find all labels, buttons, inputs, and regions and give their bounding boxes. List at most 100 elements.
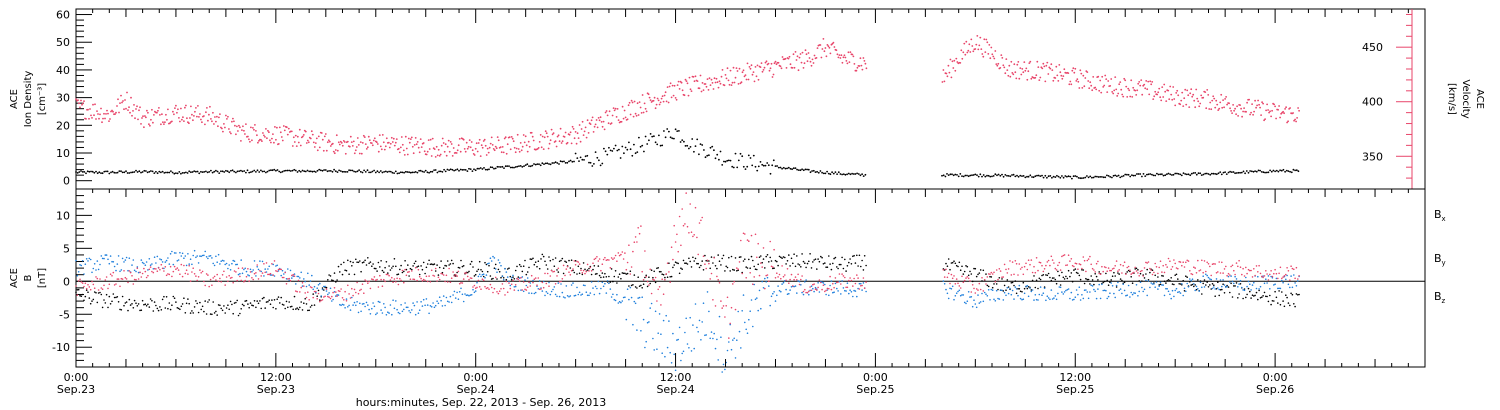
by-point <box>846 282 849 285</box>
velocity-point <box>1152 98 1155 100</box>
velocity-point <box>425 153 428 156</box>
bz-point <box>1237 265 1239 268</box>
velocity-point <box>851 53 854 56</box>
velocity-point <box>996 64 999 67</box>
by-point <box>640 330 642 332</box>
ion-density-point <box>414 171 417 173</box>
velocity-point <box>217 125 219 128</box>
bz-point <box>261 272 264 274</box>
by-point <box>119 270 121 273</box>
bz-point <box>212 277 214 279</box>
velocity-point <box>380 148 383 151</box>
by-point <box>584 284 586 287</box>
velocity-point <box>1160 99 1163 102</box>
bz-point <box>1297 278 1299 280</box>
bz-point <box>339 290 341 293</box>
by-point <box>187 253 189 255</box>
bz-point <box>352 294 354 297</box>
bx-point <box>1010 282 1013 284</box>
bx-point <box>92 298 95 301</box>
velocity-point <box>946 75 949 78</box>
bz-point <box>129 271 132 274</box>
by-point <box>753 283 755 286</box>
bx-point <box>505 278 508 281</box>
by-point <box>696 326 698 329</box>
bz-point <box>1201 259 1203 262</box>
velocity-point <box>605 110 608 112</box>
bx-point <box>1266 295 1268 298</box>
bx-point <box>80 295 83 298</box>
ion-density-point <box>329 170 332 172</box>
ion-density-point <box>464 169 467 171</box>
velocity-point <box>798 56 801 59</box>
velocity-point <box>283 129 286 132</box>
ion-density-point <box>664 136 667 139</box>
by-point <box>518 277 521 279</box>
velocity-point <box>1034 76 1037 79</box>
bx-point <box>1102 281 1104 284</box>
ion-density-point <box>1102 176 1105 179</box>
by-point <box>357 311 360 314</box>
bz-point <box>760 262 762 264</box>
bx-point <box>686 263 689 265</box>
bz-point <box>336 295 338 297</box>
bz-point <box>335 291 337 293</box>
bz-point <box>417 268 420 271</box>
by-point <box>700 339 702 341</box>
bx-point <box>1170 277 1172 279</box>
bx-point <box>1222 283 1224 286</box>
by-point <box>1257 275 1259 278</box>
velocity-point <box>496 136 499 139</box>
velocity-point <box>1255 106 1257 109</box>
by-point <box>586 294 589 297</box>
velocity-point <box>434 156 437 158</box>
bz-point <box>1194 267 1196 269</box>
velocity-point <box>610 122 613 124</box>
velocity-point <box>556 135 559 138</box>
by-point <box>264 268 267 270</box>
velocity-point <box>696 80 699 82</box>
bx-point <box>359 260 361 262</box>
velocity-point <box>228 128 230 130</box>
ion-density-point <box>1295 169 1298 172</box>
velocity-point <box>215 120 217 123</box>
ion-density-point <box>579 156 582 159</box>
velocity-point <box>985 38 988 41</box>
bx-point <box>700 264 702 267</box>
bz-point <box>1121 272 1123 274</box>
velocity-point <box>1231 112 1233 114</box>
velocity-point <box>1165 100 1168 102</box>
by-point <box>1227 275 1230 278</box>
by-point <box>1187 286 1190 288</box>
bx-point <box>1013 284 1015 287</box>
velocity-point <box>828 46 831 49</box>
ion-density-point <box>556 162 559 164</box>
bz-point <box>470 277 473 280</box>
ion-density-point <box>203 171 206 173</box>
ion-density-point <box>353 170 355 173</box>
velocity-point <box>836 53 839 56</box>
by-point <box>983 291 986 294</box>
ion-density-point <box>1174 172 1177 175</box>
velocity-point <box>358 152 361 155</box>
legend-label-bx: Bx <box>1434 208 1446 223</box>
by-point <box>433 306 436 309</box>
bx-point <box>955 264 958 267</box>
bx-point <box>227 304 229 307</box>
bx-point <box>561 257 564 260</box>
ion-density-point <box>408 171 410 174</box>
ion-density-point <box>456 168 459 171</box>
bz-point <box>300 286 303 289</box>
velocity-point <box>1018 77 1021 80</box>
bz-point <box>359 289 361 292</box>
bx-point <box>1037 287 1039 290</box>
by-point <box>1142 290 1144 293</box>
velocity-point <box>273 141 275 144</box>
density-tick-label: 0 <box>63 175 70 188</box>
velocity-point <box>824 47 827 49</box>
bx-point <box>766 254 769 256</box>
bx-point <box>245 299 248 302</box>
by-point <box>421 305 424 307</box>
velocity-point <box>1030 77 1033 80</box>
bx-point <box>720 264 722 266</box>
